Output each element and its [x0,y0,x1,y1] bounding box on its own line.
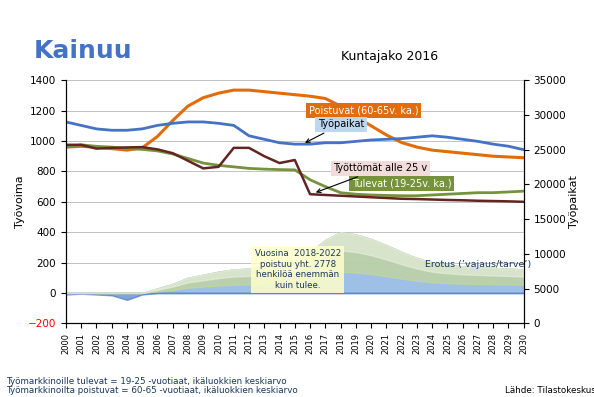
Text: Kuntajako 2016: Kuntajako 2016 [340,50,438,63]
Text: Vuosina  2018-2022
poistuu yht. 2778
henkilöä enemmän
kuin tulee.: Vuosina 2018-2022 poistuu yht. 2778 henk… [255,249,341,289]
Text: Työmarkkinoille tulevat = 19-25 -vuotiaat, ikäluokkien keskiarvo: Työmarkkinoille tulevat = 19-25 -vuotiaa… [6,377,286,386]
Text: Kainuu: Kainuu [34,39,132,63]
Text: Poistuvat (60-65v. ka.): Poistuvat (60-65v. ka.) [309,106,418,116]
Y-axis label: Työvoima: Työvoima [15,175,25,228]
Text: Erotus (’vajaus/tarve’): Erotus (’vajaus/tarve’) [425,260,531,269]
Text: Työmarkkinoilta poistuvat = 60-65 -vuotiaat, ikäluokkien keskiarvo: Työmarkkinoilta poistuvat = 60-65 -vuoti… [6,386,298,395]
Text: Työttömät alle 25 v: Työttömät alle 25 v [317,164,427,193]
Y-axis label: Työpaikat: Työpaikat [569,175,579,228]
Text: Työpaikat: Työpaikat [306,119,364,142]
Text: Lähde: Tilastokeskus: Lähde: Tilastokeskus [505,386,594,395]
Text: Tulevat (19-25v. ka.): Tulevat (19-25v. ka.) [352,179,451,189]
